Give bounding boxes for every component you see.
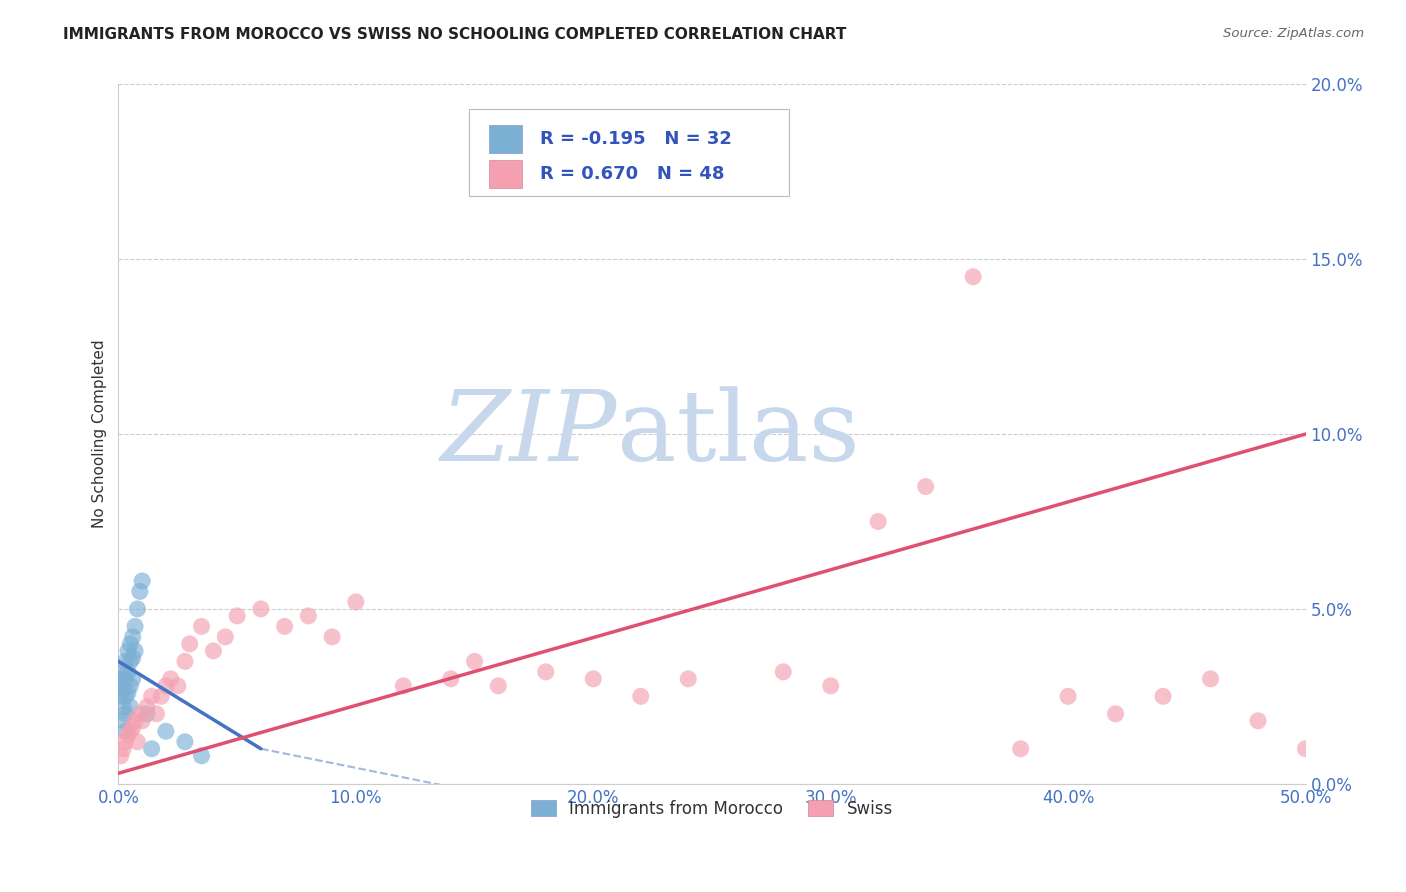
Point: [582, 672, 605, 686]
Point: [145, 706, 167, 721]
Legend: Immigrants from Morocco, Swiss: Immigrants from Morocco, Swiss: [524, 793, 900, 824]
Point: [190, 619, 212, 633]
Point: [179, 637, 201, 651]
Point: [486, 679, 509, 693]
Point: [392, 679, 415, 693]
Point: [226, 608, 249, 623]
Point: [127, 602, 149, 616]
Point: [630, 690, 652, 704]
Point: [117, 686, 139, 700]
Point: [150, 690, 173, 704]
Point: [155, 724, 177, 739]
Point: [159, 672, 181, 686]
Point: [121, 721, 143, 735]
Point: [202, 644, 225, 658]
Text: IMMIGRANTS FROM MOROCCO VS SWISS NO SCHOOLING COMPLETED CORRELATION CHART: IMMIGRANTS FROM MOROCCO VS SWISS NO SCHO…: [63, 27, 846, 42]
Point: [127, 735, 149, 749]
Point: [868, 515, 890, 529]
Point: [297, 608, 319, 623]
Point: [1010, 741, 1032, 756]
Point: [820, 679, 842, 693]
FancyBboxPatch shape: [489, 160, 522, 188]
Point: [114, 672, 136, 686]
Point: [120, 724, 142, 739]
Point: [534, 665, 557, 679]
Point: [131, 574, 153, 588]
Point: [136, 706, 159, 721]
Point: [124, 714, 146, 728]
Point: [678, 672, 700, 686]
Point: [124, 619, 146, 633]
Point: [962, 269, 984, 284]
FancyBboxPatch shape: [489, 125, 522, 153]
Point: [124, 644, 146, 658]
Point: [110, 672, 132, 686]
Point: [112, 665, 135, 679]
Point: [110, 690, 132, 704]
Point: [1057, 690, 1080, 704]
Point: [114, 690, 136, 704]
Point: [112, 682, 135, 697]
Point: [166, 679, 188, 693]
FancyBboxPatch shape: [468, 109, 789, 196]
Point: [128, 706, 150, 721]
Point: [110, 748, 132, 763]
Point: [464, 654, 486, 668]
Point: [772, 665, 794, 679]
Point: [114, 724, 136, 739]
Point: [190, 748, 212, 763]
Text: atlas: atlas: [617, 386, 859, 482]
Point: [131, 714, 153, 728]
Point: [121, 651, 143, 665]
Point: [1247, 714, 1270, 728]
Point: [120, 654, 142, 668]
Y-axis label: No Schooling Completed: No Schooling Completed: [93, 340, 107, 528]
Text: Source: ZipAtlas.com: Source: ZipAtlas.com: [1223, 27, 1364, 40]
Point: [141, 690, 163, 704]
Point: [1199, 672, 1222, 686]
Point: [214, 630, 236, 644]
Point: [121, 672, 143, 686]
Point: [117, 644, 139, 658]
Point: [120, 637, 142, 651]
Point: [141, 741, 163, 756]
Point: [174, 654, 197, 668]
Point: [112, 714, 135, 728]
Point: [174, 735, 197, 749]
Point: [344, 595, 367, 609]
Point: [1152, 690, 1174, 704]
Point: [110, 679, 132, 693]
Point: [273, 619, 295, 633]
Text: ZIP: ZIP: [440, 386, 617, 482]
Point: [112, 699, 135, 714]
Text: R = 0.670   N = 48: R = 0.670 N = 48: [540, 165, 724, 183]
Point: [120, 699, 142, 714]
Point: [1104, 706, 1126, 721]
Point: [120, 679, 142, 693]
Point: [136, 699, 159, 714]
Point: [114, 735, 136, 749]
Point: [440, 672, 463, 686]
Text: R = -0.195   N = 32: R = -0.195 N = 32: [540, 130, 731, 148]
Point: [321, 630, 343, 644]
Point: [121, 630, 143, 644]
Point: [250, 602, 273, 616]
Point: [114, 706, 136, 721]
Point: [128, 584, 150, 599]
Point: [1295, 741, 1317, 756]
Point: [117, 728, 139, 742]
Point: [914, 479, 936, 493]
Point: [112, 741, 135, 756]
Point: [117, 665, 139, 679]
Point: [155, 679, 177, 693]
Point: [114, 654, 136, 668]
